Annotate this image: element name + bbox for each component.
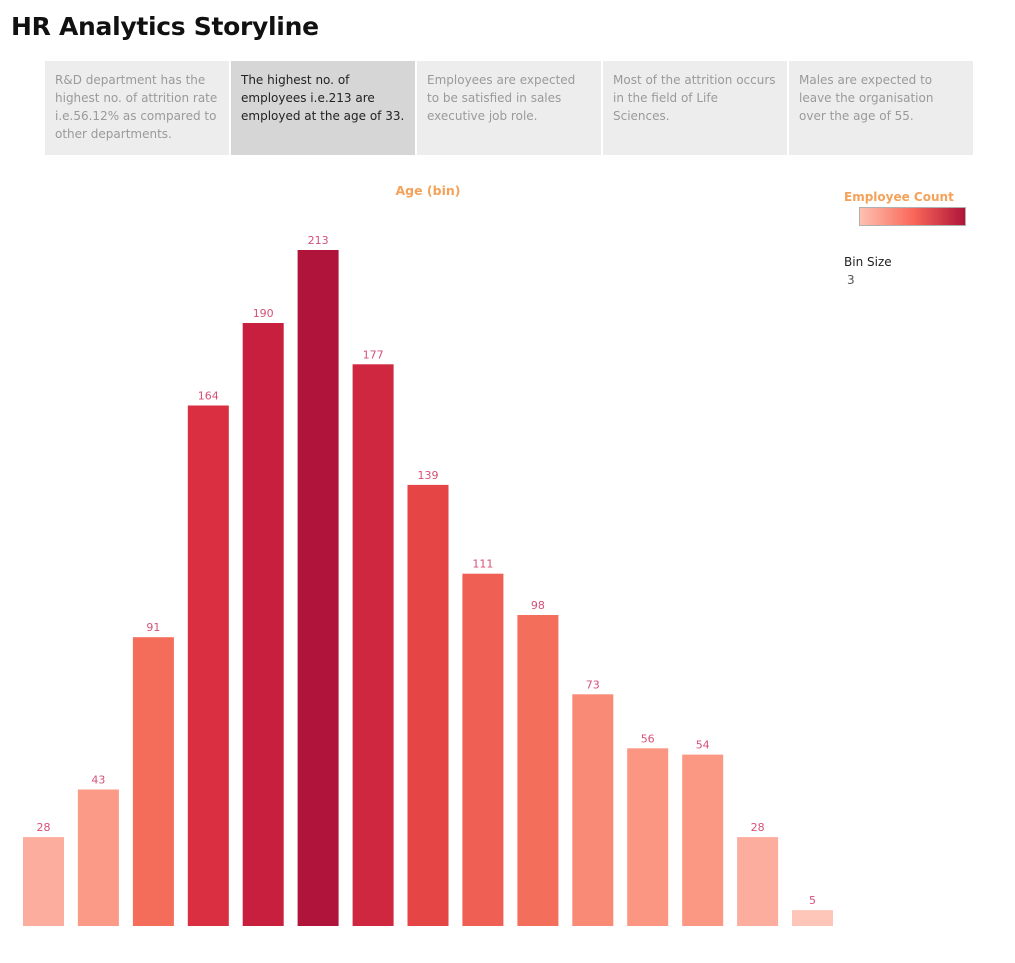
bar-9[interactable] — [462, 573, 504, 926]
bar-value-label-5: 190 — [253, 307, 274, 320]
bar-value-label-10: 98 — [531, 599, 545, 612]
color-legend-title: Employee Count — [844, 190, 954, 204]
story-point-5[interactable]: Males are expected to leave the organisa… — [789, 61, 973, 155]
bar-4[interactable] — [187, 405, 229, 927]
bar-value-label-4: 164 — [198, 390, 219, 403]
story-point-1[interactable]: R&D department has the highest no. of at… — [45, 61, 229, 155]
story-navigator: R&D department has the highest no. of at… — [45, 61, 973, 155]
story-point-3[interactable]: Employees are expected to be satisfied i… — [417, 61, 601, 155]
bar-value-label-13: 54 — [696, 739, 710, 752]
bar-6[interactable] — [297, 250, 339, 926]
color-legend-ramp — [859, 207, 966, 226]
bar-value-label-12: 56 — [641, 732, 655, 745]
bar-value-label-7: 177 — [363, 348, 384, 361]
bar-5[interactable] — [242, 323, 284, 926]
bar-value-label-3: 91 — [146, 621, 160, 634]
page-title: HR Analytics Storyline — [11, 12, 319, 41]
story-point-2[interactable]: The highest no. of employees i.e.213 are… — [231, 61, 415, 155]
bar-15[interactable] — [792, 910, 833, 926]
bar-value-label-9: 111 — [472, 558, 493, 571]
bar-value-label-11: 73 — [586, 678, 600, 691]
x-axis-title: Age (bin) — [395, 183, 461, 198]
bar-value-label-14: 28 — [751, 821, 765, 834]
bar-value-label-2: 43 — [91, 774, 105, 787]
bin-size-value: 3 — [847, 273, 855, 287]
bar-10[interactable] — [517, 615, 559, 926]
bar-14[interactable] — [737, 837, 779, 926]
bar-1[interactable] — [23, 837, 64, 926]
bar-2[interactable] — [77, 789, 119, 927]
bar-value-label-15: 5 — [809, 894, 816, 907]
bar-12[interactable] — [627, 748, 669, 926]
story-point-4[interactable]: Most of the attrition occurs in the fiel… — [603, 61, 787, 155]
bar-8[interactable] — [407, 484, 449, 926]
bar-11[interactable] — [572, 694, 614, 926]
bar-7[interactable] — [352, 364, 394, 926]
bar-3[interactable] — [132, 637, 174, 926]
bar-value-label-6: 213 — [308, 234, 329, 247]
bar-value-label-8: 139 — [418, 469, 439, 482]
bar-value-label-1: 28 — [37, 821, 51, 834]
bin-size-label: Bin Size — [844, 255, 892, 269]
bar-13[interactable] — [682, 754, 724, 926]
